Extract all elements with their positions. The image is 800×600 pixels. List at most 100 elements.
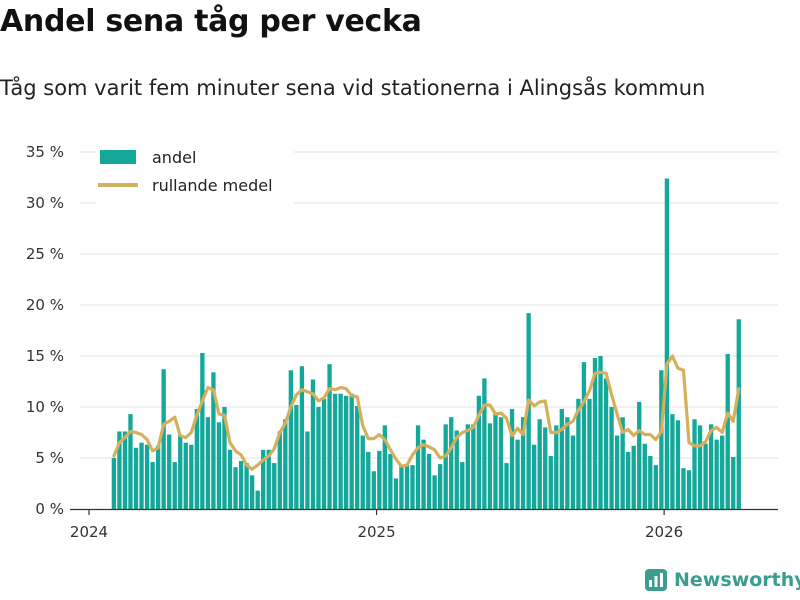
bar <box>642 443 647 509</box>
bar <box>725 353 730 509</box>
x-tick-label: 2024 <box>70 523 108 541</box>
bar <box>355 405 360 509</box>
bar <box>504 463 509 509</box>
bar <box>133 447 139 509</box>
bar <box>543 427 548 509</box>
bar <box>299 366 305 509</box>
bar <box>520 417 526 509</box>
bar <box>554 425 559 509</box>
bar <box>382 425 388 509</box>
bar <box>614 435 620 509</box>
bar <box>487 423 493 509</box>
bar <box>415 425 421 509</box>
bar <box>277 431 282 509</box>
bar <box>122 431 128 509</box>
bar <box>388 453 393 509</box>
bar <box>476 395 482 509</box>
legend-swatch-andel <box>100 150 136 164</box>
bar <box>681 468 686 509</box>
bar <box>449 417 454 509</box>
bar <box>294 404 299 509</box>
bar <box>404 465 410 509</box>
bar <box>421 439 426 509</box>
bar <box>697 425 703 509</box>
bar <box>720 435 725 509</box>
y-tick-label: 25 % <box>26 245 64 263</box>
bar <box>305 431 310 509</box>
bar <box>150 462 155 509</box>
bar <box>659 370 664 509</box>
bar <box>454 430 459 509</box>
bar <box>283 419 288 509</box>
bar <box>261 449 266 509</box>
chart-subtitle: Tåg som varit fem minuter sena vid stati… <box>0 76 706 100</box>
bar <box>576 398 581 509</box>
bar <box>249 475 255 509</box>
newsworthy-logo-icon <box>645 569 667 591</box>
bar <box>310 379 316 509</box>
bar <box>703 443 708 509</box>
bar <box>565 417 570 509</box>
bar <box>515 439 520 509</box>
bar <box>272 463 277 509</box>
bar <box>426 453 432 509</box>
bar <box>399 465 404 509</box>
bar <box>631 445 636 509</box>
bar <box>559 409 564 509</box>
bar <box>194 409 199 509</box>
bar <box>598 356 603 509</box>
bar <box>211 372 216 509</box>
bar <box>620 417 625 509</box>
bar <box>189 444 194 509</box>
bar <box>471 424 476 509</box>
bar <box>111 458 117 509</box>
brand-name: Newsworthy <box>674 569 800 591</box>
bar <box>548 455 553 509</box>
bar <box>200 352 205 509</box>
bar <box>117 431 122 509</box>
bar <box>238 461 244 509</box>
bar <box>349 393 354 509</box>
bar <box>316 407 321 509</box>
bar <box>183 442 188 509</box>
bar <box>244 463 249 509</box>
bar <box>366 451 371 509</box>
rolling-mean-line <box>112 354 741 471</box>
bar <box>332 393 338 509</box>
bar <box>233 467 238 509</box>
y-tick-label: 15 % <box>26 347 64 365</box>
bar <box>670 414 675 509</box>
bar <box>437 464 443 509</box>
bar <box>227 449 233 509</box>
y-tick-label: 10 % <box>26 398 64 416</box>
bar <box>731 456 736 509</box>
bar <box>161 369 166 509</box>
legend-label-rullande-medel: rullande medel <box>152 176 273 195</box>
bar <box>714 439 719 509</box>
x-tick-label: 2026 <box>645 523 683 541</box>
bar <box>537 419 542 509</box>
bar <box>664 178 670 509</box>
bar <box>587 398 592 509</box>
x-tick-label: 2025 <box>357 523 395 541</box>
bar <box>509 409 515 509</box>
bar <box>327 364 332 509</box>
bar <box>686 470 692 509</box>
bar <box>338 393 343 509</box>
y-tick-label: 0 % <box>35 500 64 518</box>
bar <box>692 419 697 509</box>
newsworthy-brand: Newsworthy <box>644 568 800 592</box>
x-axis: 2024 2025 2026 <box>70 508 778 541</box>
bar <box>460 462 465 509</box>
line-series-rullande-medel <box>112 354 741 471</box>
bar <box>266 449 271 509</box>
bar <box>465 424 470 509</box>
bar <box>172 462 177 509</box>
bar <box>393 478 399 509</box>
bar <box>498 417 504 509</box>
y-tick-label: 35 % <box>26 143 64 161</box>
chart-title: Andel sena tåg per vecka <box>0 4 422 39</box>
bar <box>288 370 294 509</box>
bar <box>626 451 631 509</box>
bar <box>343 395 349 509</box>
